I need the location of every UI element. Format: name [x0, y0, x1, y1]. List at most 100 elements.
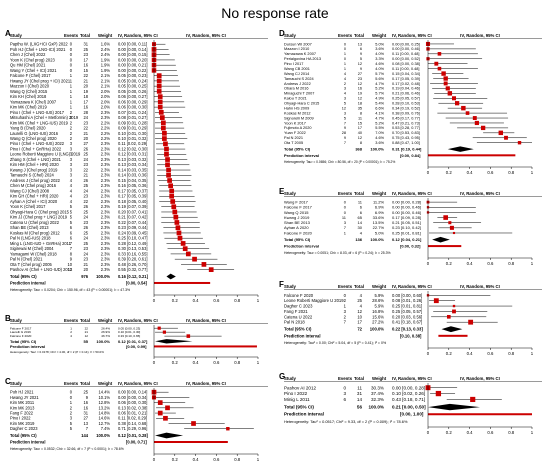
study-ci: 0.22 [0.07, 0.44] — [118, 220, 147, 225]
study-weight: 4.7% — [375, 82, 384, 86]
x-tick-label: 0.8 — [508, 430, 515, 435]
estimate-square — [156, 78, 162, 84]
column-header-events: Events — [338, 33, 353, 38]
study-row: Catena U (Chel prog) 2022 5 23 2.3% 0.22 [0.… — [10, 220, 200, 225]
column-header-study: Study — [10, 33, 23, 38]
estimate-square — [443, 81, 448, 86]
study-total: 13 — [83, 421, 88, 426]
study-name: Minaguchi T 2007 — [284, 92, 314, 96]
study-name: Kalou T 2021 — [284, 97, 307, 101]
study-weight: 2.3% — [101, 204, 111, 209]
study-total: 23 — [83, 246, 88, 251]
study-total: 27 — [83, 416, 88, 421]
study-name: Pino I 2022 — [284, 391, 308, 396]
estimate-square — [437, 66, 442, 71]
study-total: 24 — [83, 188, 88, 193]
study-total: 16 — [83, 105, 88, 110]
prediction-row: Prediction interval [0.00, 0.32] — [284, 244, 462, 249]
study-weight: 1.9% — [101, 68, 111, 73]
estimate-square — [498, 130, 504, 136]
study-row: Kim GH (Chel + HRI) 2020 4 23 2.3% 0.17 [0.0… — [10, 194, 195, 199]
study-row: Ota T 2005 7 8 3.6% 0.88 [0.47, 1.00] — [284, 141, 532, 145]
study-weight: 13.5% — [373, 220, 385, 225]
study-ci: 0.20 [0.03, 0.56] — [392, 314, 422, 319]
column-header-study: Study — [10, 318, 23, 323]
study-ci: 0.25 [0.05, 0.57] — [392, 97, 420, 101]
study-total: 22 — [83, 199, 88, 204]
prediction-label: Prediction interval — [284, 412, 324, 417]
study-name: Kwang J (Chel prog) 2019 — [10, 167, 58, 172]
total-ci: 0.12 [0.04, 0.21] — [392, 237, 422, 242]
estimate-square — [161, 125, 166, 131]
study-row: Yoon K (Chel) 2017 5 26 2.3% 0.19 [0.07, 0.3… — [10, 204, 195, 209]
study-total: 12 — [358, 82, 362, 86]
study-row: Koskas M 2012 3 8 4.1% 0.38 [0.09, 0.76] — [284, 111, 508, 115]
total-label: Total (95% CI) — [10, 339, 37, 344]
estimate-square — [176, 230, 182, 236]
study-events: 1 — [70, 400, 73, 405]
prediction-ci: [0.00, 1.00] — [400, 412, 424, 417]
x-tick-label: 0.6 — [213, 298, 220, 303]
study-weight: 13.2% — [98, 405, 110, 410]
study-events: 4 — [70, 199, 73, 204]
total-ci: 0.16 [0.12, 0.21] — [118, 274, 149, 279]
study-weight: 2.4% — [101, 47, 111, 52]
study-row: Wang CJ (Chel) 2008 4 24 2.3% 0.17 [0.05, 0.… — [10, 188, 193, 193]
study-name: Wang Q 2015 — [284, 210, 309, 215]
study-row: Yuan F 2022 28 40 7.0% 0.70 [0.53, 0.83] — [284, 130, 515, 136]
study-row: Andress J 2022 2 12 4.7% 0.17 [0.02, 0.48] — [284, 81, 478, 86]
column-header-total: Total — [80, 381, 90, 386]
forest-plot-panel-a: A Study Events Total Weight IV, Random, 95% C… — [4, 28, 272, 311]
study-ci: 0.13 [0.02, 0.38] — [118, 405, 147, 410]
study-weight: 2.3% — [101, 267, 111, 272]
column-header-ci: IV, Random, 95% CI — [392, 191, 432, 196]
column-header-total: Total — [80, 33, 90, 38]
study-weight: 6.9% — [375, 205, 385, 210]
study-weight: 2.3% — [101, 173, 111, 178]
page-title: No response rate — [221, 5, 329, 21]
study-name: Leone Roberti Maggiore U 2019 — [284, 298, 344, 303]
study-events: 2 — [344, 298, 347, 303]
estimate-square — [157, 99, 163, 105]
study-events: 1 — [70, 89, 73, 94]
study-weight: 2.0% — [101, 99, 111, 104]
study-ci: 0.00 [0.00, 0.20] — [118, 57, 147, 62]
study-total: 14 — [357, 397, 363, 402]
study-total: 24 — [83, 251, 88, 256]
study-ci: 0.30 [0.13, 0.53] — [118, 246, 147, 251]
x-tick-label: 0.8 — [508, 351, 515, 356]
study-name: Falcone F 2017 — [284, 205, 313, 210]
study-events: 3 — [70, 152, 73, 157]
study-weight: 2.2% — [101, 136, 111, 141]
study-row: Mazzon I (Chel) 2020 1 20 2.1% 0.05 [0.00, 0… — [10, 84, 180, 89]
estimate-square — [208, 267, 214, 273]
study-name: Pal N 2018 — [284, 320, 305, 325]
study-total: 22 — [85, 326, 89, 330]
forest-plot-panel-c: C Study Events Total Weight IV, Random, 95% C… — [4, 376, 272, 470]
study-events: 3 — [344, 309, 347, 314]
x-tick-label: 0 — [427, 170, 430, 175]
study-row: Pino I (Chel + LNG-IUS) 2017 2 28 2.3% 0.07 … — [10, 110, 179, 115]
study-total: 27 — [83, 141, 88, 146]
study-row: Zhang X (Chel + LNG) 2021 3 24 2.3% 0.13 [0.… — [10, 157, 188, 162]
study-weight: 5.0% — [375, 230, 385, 235]
study-row: Yoon K (Chel prog) 2023 0 17 1.9% 0.00 [0.00… — [10, 57, 175, 62]
study-total: 16 — [83, 400, 88, 405]
total-label: Total (95% CI) — [284, 327, 312, 332]
study-total: 22 — [83, 73, 88, 78]
estimate-square — [158, 109, 164, 115]
study-events: 1 — [344, 67, 346, 71]
study-events: 1 — [70, 78, 73, 83]
study-total: 12 — [358, 97, 362, 101]
study-weight: 2.3% — [101, 220, 111, 225]
study-ci: 0.00 [0.00, 0.14] — [118, 390, 147, 395]
study-row: Kim MK (Chel) 2019 1 16 2.0% 0.06 [0.00, 0.3… — [10, 105, 186, 110]
study-row: Pal N (LNG-IUS) 2018 6 24 2.3% 0.25 [0.10, 0… — [10, 236, 203, 241]
study-events: 11 — [68, 267, 73, 272]
study-ci: 0.55 [0.32, 0.77] — [118, 267, 147, 272]
study-events: 1 — [70, 99, 73, 104]
prediction-ci: [0.10, 0.38] — [400, 333, 422, 338]
study-name: Signorelli M 2009 — [284, 116, 314, 120]
study-total: 65 — [358, 215, 363, 220]
